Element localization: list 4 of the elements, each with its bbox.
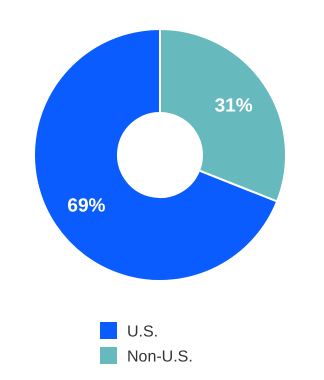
- legend-label: Non-U.S.: [127, 348, 193, 366]
- data-label: 69%: [67, 196, 106, 217]
- data-label: 31%: [214, 96, 253, 117]
- legend-label: U.S.: [127, 324, 158, 341]
